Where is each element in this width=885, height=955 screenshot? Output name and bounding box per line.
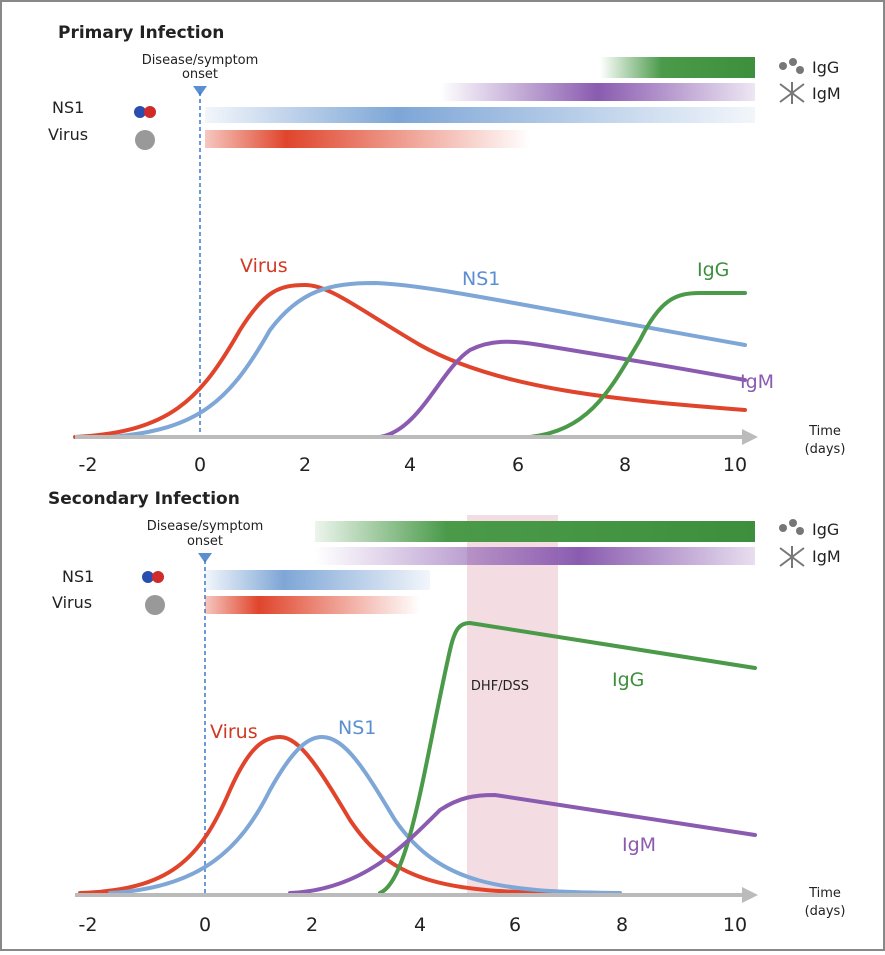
igg-curve [530, 293, 745, 437]
igg-curve [380, 623, 755, 893]
virus-icon [135, 130, 155, 150]
x-tick-label: 0 [199, 914, 211, 936]
onset-label: onset [182, 67, 218, 82]
region-label: DHF/DSS [471, 679, 529, 694]
figure: Primary Infection Disease/symptom onset … [0, 0, 885, 951]
curve-label: IgG [612, 669, 644, 691]
x-axis-label: Time [808, 886, 841, 901]
virus-bar [205, 130, 530, 148]
x-tick-label: 6 [512, 454, 524, 476]
virus-bar [205, 596, 420, 614]
x-tick-label: 2 [299, 454, 311, 476]
igm-icon [780, 546, 804, 568]
row-label: NS1 [52, 98, 84, 117]
curve-label: Virus [240, 255, 288, 277]
x-tick-label: -2 [79, 914, 98, 936]
virus-icon [145, 595, 165, 615]
legend-label: IgM [812, 84, 841, 103]
row-label: Virus [52, 593, 92, 612]
x-tick-label: 10 [723, 454, 747, 476]
x-tick-label: 8 [616, 914, 628, 936]
igg-icon [779, 58, 804, 74]
x-tick-label: -2 [79, 454, 98, 476]
legend-label: IgM [812, 547, 841, 566]
curve-label: Virus [210, 721, 258, 743]
x-tick-label: 4 [414, 914, 426, 936]
x-tick-label: 6 [509, 914, 521, 936]
x-tick-label: 8 [619, 454, 631, 476]
ns1-icon [142, 571, 164, 583]
x-tick-label: 10 [723, 914, 747, 936]
igg-bar [315, 521, 755, 542]
curve-label: IgG [697, 259, 729, 281]
ns1-bar [205, 107, 755, 123]
onset-label: Disease/symptom [147, 519, 264, 534]
curve-label: NS1 [462, 268, 500, 290]
x-tick-label: 0 [194, 454, 206, 476]
x-axis-label: (days) [805, 442, 846, 457]
dhf-dss-region [467, 515, 558, 895]
x-tick-label: 4 [404, 454, 416, 476]
panel-title: Primary Infection [58, 23, 224, 43]
igg-bar [600, 57, 755, 78]
legend-label: IgG [812, 520, 839, 539]
ns1-curve [110, 283, 745, 437]
igg-icon [779, 519, 804, 535]
x-axis-label: (days) [805, 904, 846, 919]
igm-bar [315, 547, 755, 565]
onset-label: Disease/symptom [142, 53, 259, 68]
curve-label: NS1 [338, 717, 376, 739]
igm-bar [440, 83, 755, 101]
panel-primary: Primary Infection Disease/symptom onset … [48, 23, 845, 476]
x-axis-label: Time [808, 424, 841, 439]
panel-title: Secondary Infection [48, 489, 240, 509]
ns1-bar [205, 570, 430, 590]
row-label: NS1 [62, 567, 94, 586]
igm-icon [780, 82, 804, 104]
onset-label: onset [187, 534, 223, 549]
legend-label: IgG [812, 58, 839, 77]
curve-label: IgM [622, 834, 656, 856]
x-tick-label: 2 [306, 914, 318, 936]
curve-label: IgM [740, 371, 774, 393]
row-label: Virus [48, 125, 88, 144]
panel-secondary: Secondary Infection DHF/DSS Disease/symp… [48, 489, 845, 936]
ns1-icon [134, 106, 156, 118]
